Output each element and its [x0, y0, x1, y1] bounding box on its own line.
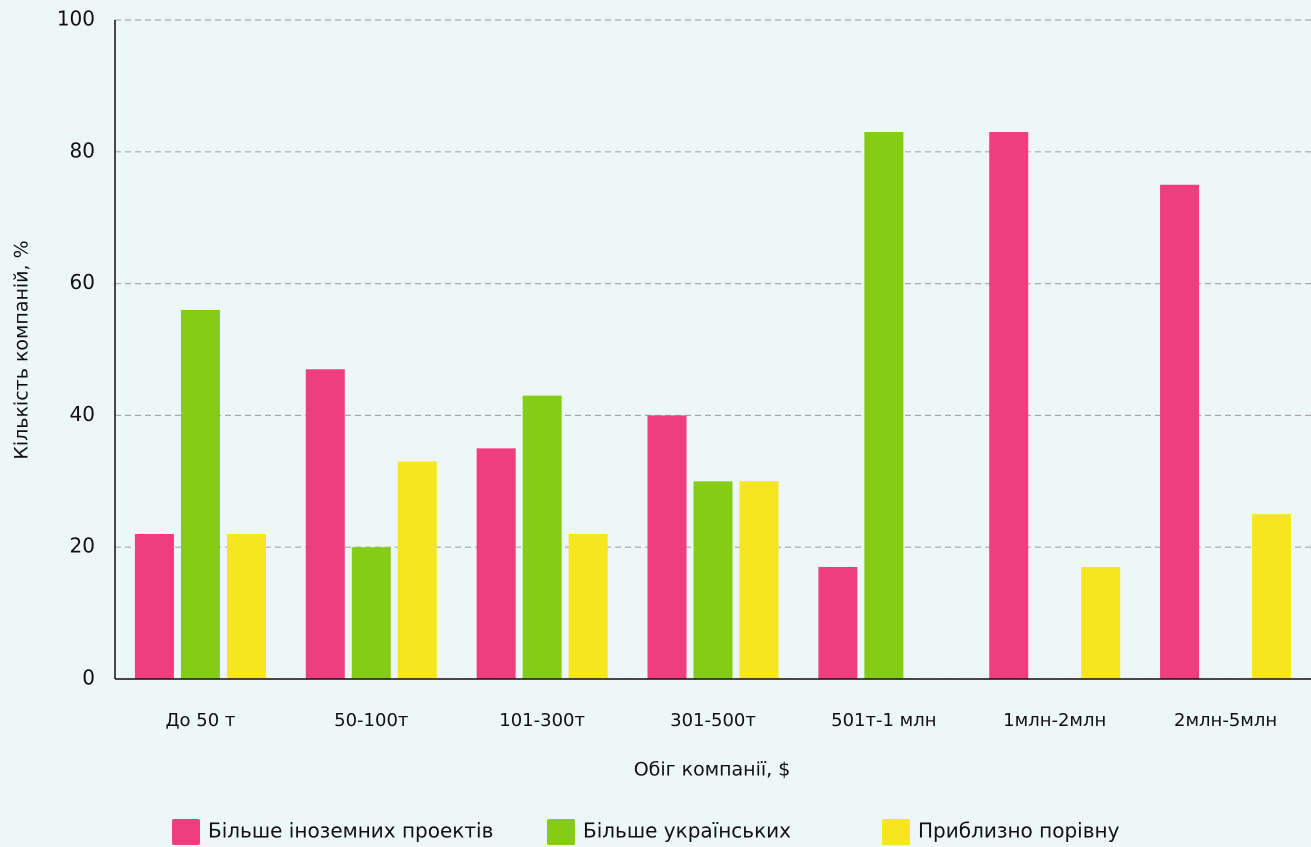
- y-tick-label: 60: [70, 270, 95, 294]
- bar: [1081, 566, 1121, 679]
- bar: [351, 547, 391, 679]
- bar: [397, 461, 437, 679]
- legend-swatch: [547, 819, 575, 845]
- y-tick-label: 40: [70, 402, 95, 426]
- y-axis-label: Кількість компаній, %: [11, 240, 33, 459]
- bar: [305, 369, 345, 679]
- bar: [864, 132, 904, 679]
- legend-label: Більше українських: [583, 819, 791, 843]
- x-tick-label: 501т-1 млн: [831, 710, 936, 731]
- bar: [647, 415, 687, 679]
- bar: [693, 481, 733, 679]
- bar: [180, 309, 220, 679]
- x-tick-label: 1млн-2млн: [1003, 710, 1106, 731]
- bar: [568, 534, 608, 679]
- bar: [1252, 514, 1292, 679]
- y-tick-label: 20: [70, 534, 95, 558]
- legend-swatch: [882, 819, 910, 845]
- bar: [989, 132, 1029, 679]
- bar: [739, 481, 779, 679]
- bar: [226, 534, 266, 679]
- legend-label: Більше іноземних проектів: [208, 819, 493, 843]
- y-tick-label: 0: [82, 666, 95, 690]
- x-tick-label: До 50 т: [165, 710, 235, 731]
- bar: [476, 448, 516, 679]
- x-tick-label: 50-100т: [334, 710, 408, 731]
- x-tick-label: 101-300т: [499, 710, 585, 731]
- x-axis-label: Обіг компанії, $: [634, 759, 791, 781]
- bar: [522, 395, 562, 679]
- legend-label: Приблизно порівну: [918, 819, 1120, 843]
- y-tick-label: 80: [70, 138, 95, 162]
- bar: [818, 566, 858, 679]
- legend-swatch: [172, 819, 200, 845]
- x-tick-label: 2млн-5млн: [1174, 710, 1277, 731]
- y-tick-label: 100: [57, 7, 95, 31]
- bar: [1160, 184, 1200, 679]
- x-tick-label: 301-500т: [670, 710, 756, 731]
- bar: [134, 534, 174, 679]
